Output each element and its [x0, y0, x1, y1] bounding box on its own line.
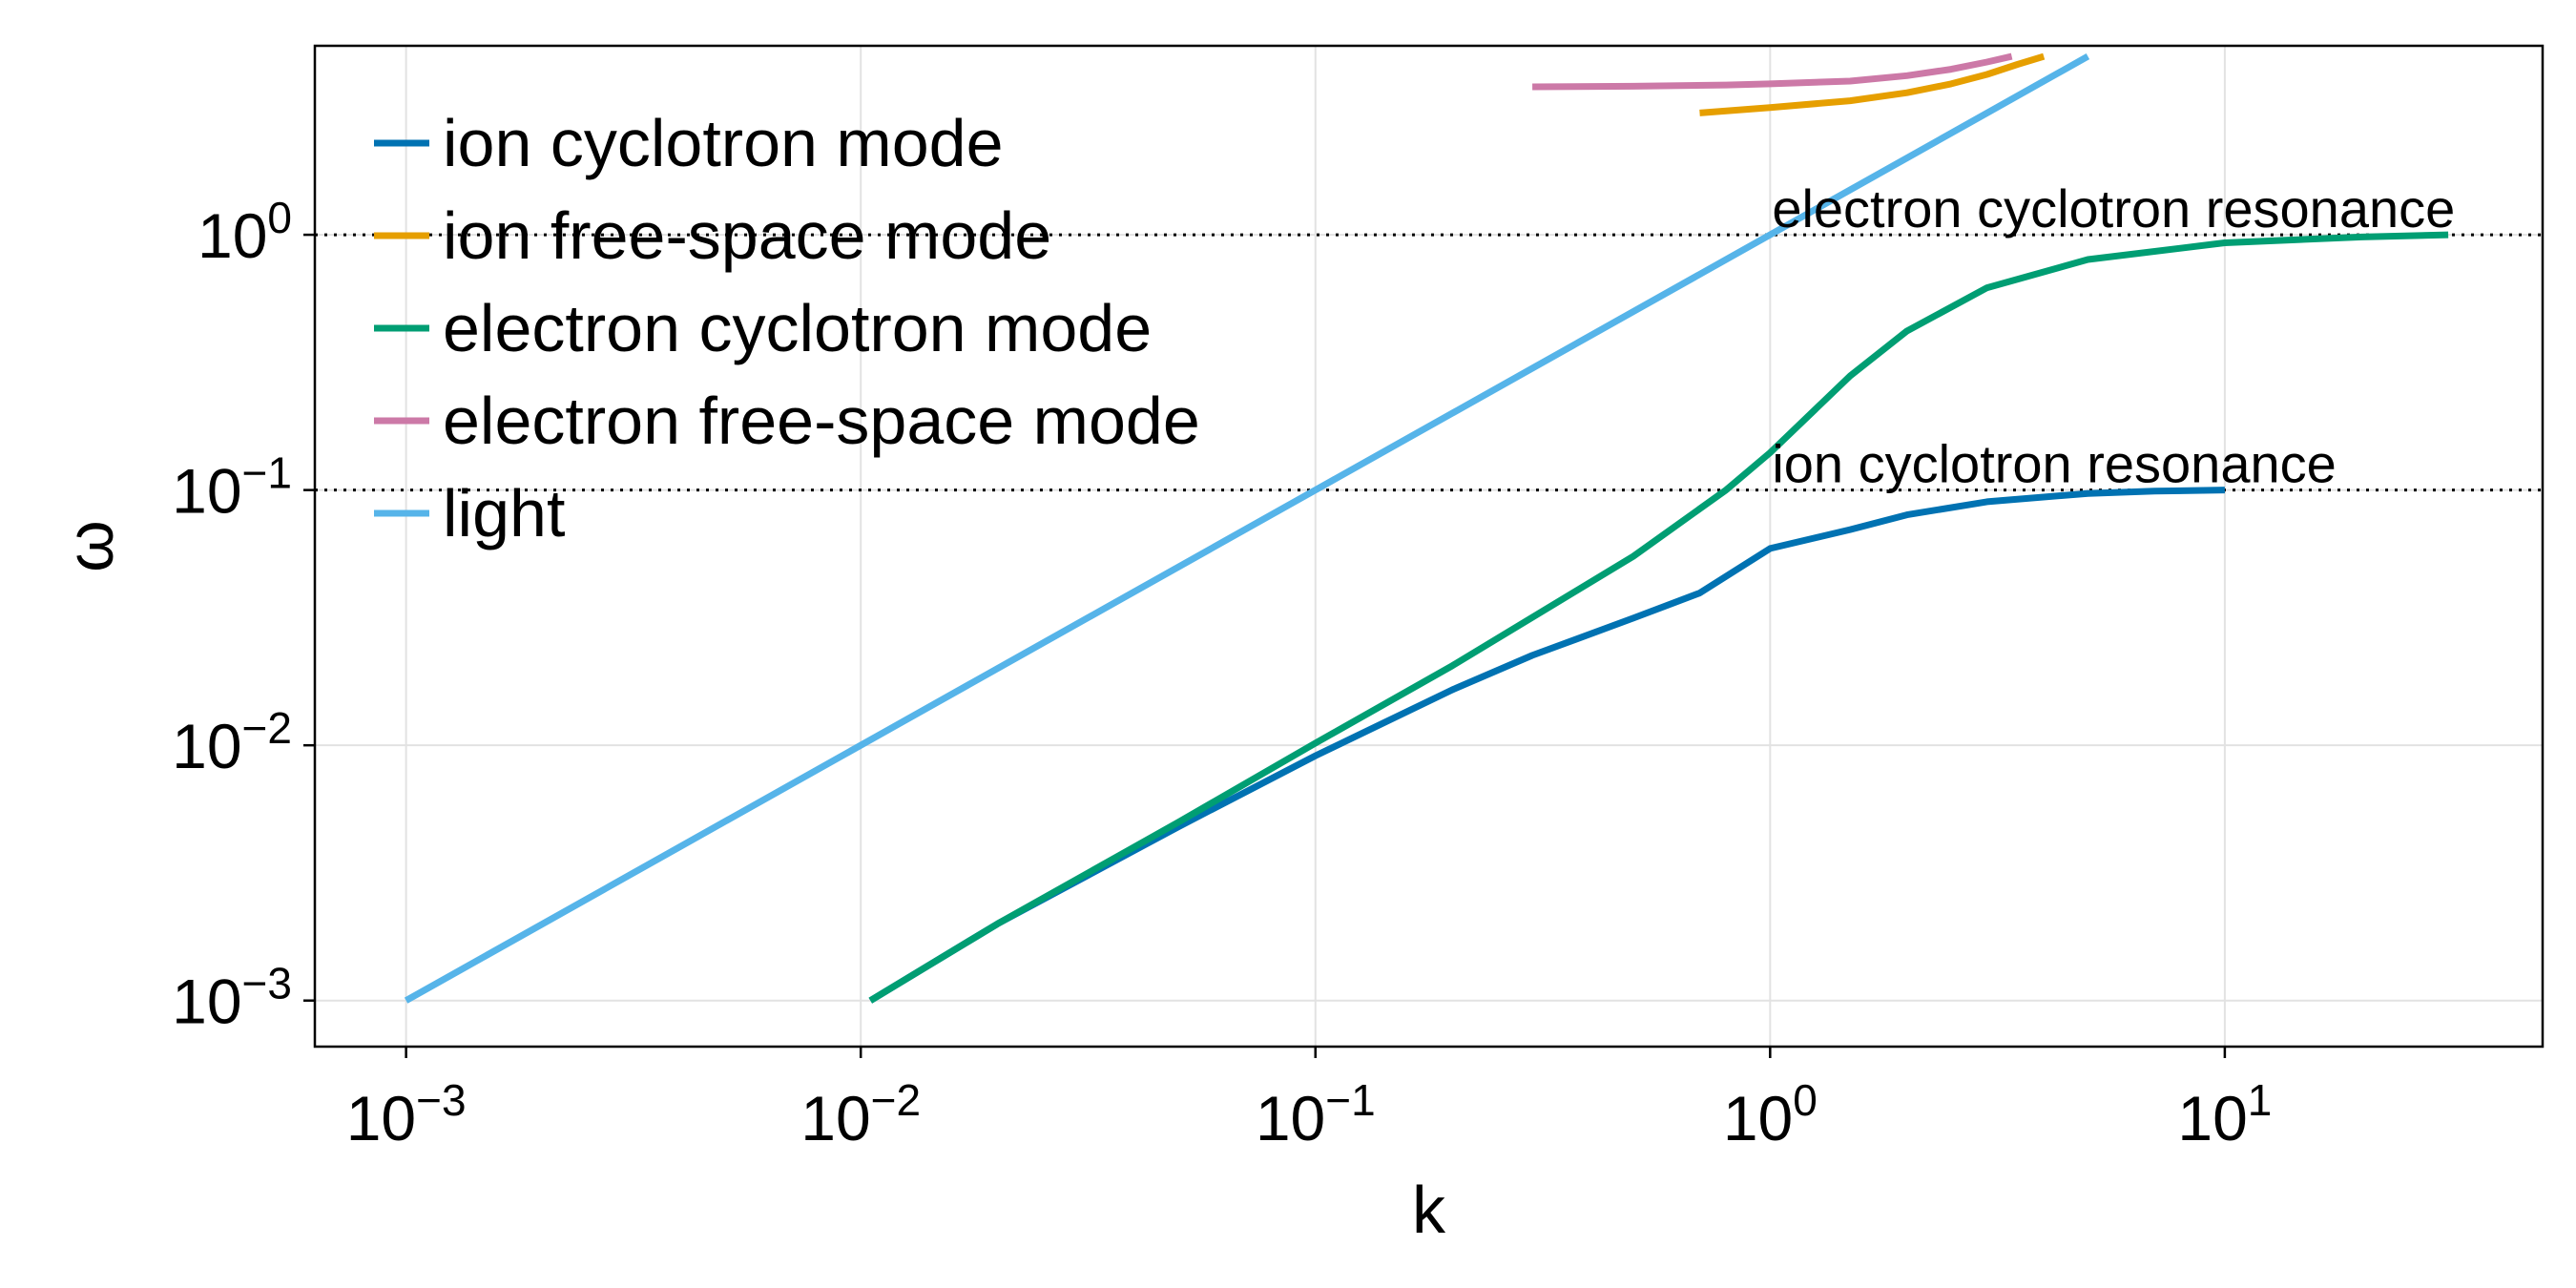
legend-entry: electron free-space mode — [443, 384, 1200, 458]
x-tick-label: 10−2 — [800, 1075, 921, 1153]
legend-entry: ion cyclotron mode — [443, 106, 1004, 180]
series-lines — [404, 52, 2449, 1004]
plot-frame — [313, 44, 2545, 1049]
axis-ticks: 10−3 10−2 10−1 100 101 10−3 10−2 10−1 100 — [172, 193, 2272, 1153]
x-axis-label: k — [1412, 1173, 1446, 1247]
y-tick-label: 10−3 — [172, 959, 292, 1037]
reference-line-label: ion cyclotron resonance — [1772, 434, 2336, 494]
y-axis-label: ω — [52, 520, 127, 572]
legend-entry: light — [443, 476, 565, 551]
y-tick-label: 100 — [197, 193, 292, 271]
legend-entry: ion free-space mode — [443, 198, 1051, 273]
x-tick-label: 100 — [1723, 1075, 1818, 1153]
legend-entry: electron cyclotron mode — [443, 291, 1152, 365]
x-tick-label: 10−1 — [1256, 1075, 1376, 1153]
reference-line-label: electron cyclotron resonance — [1772, 178, 2455, 239]
grid — [315, 46, 2543, 1047]
x-tick-label: 10−3 — [346, 1075, 467, 1153]
series-line-4 — [404, 53, 2090, 1004]
series-line-1 — [1699, 52, 2046, 116]
x-tick-label: 101 — [2177, 1075, 2272, 1153]
y-tick-label: 10−2 — [172, 703, 292, 781]
y-tick-label: 10−1 — [172, 448, 292, 527]
series-line-3 — [1532, 52, 2013, 91]
series-line-2 — [868, 231, 2449, 1004]
legend: ion cyclotron mode ion free-space mode ele… — [374, 106, 1200, 551]
annotations: electron cyclotron resonance ion cyclotro… — [1772, 178, 2455, 494]
series-line-0 — [868, 487, 2225, 1004]
